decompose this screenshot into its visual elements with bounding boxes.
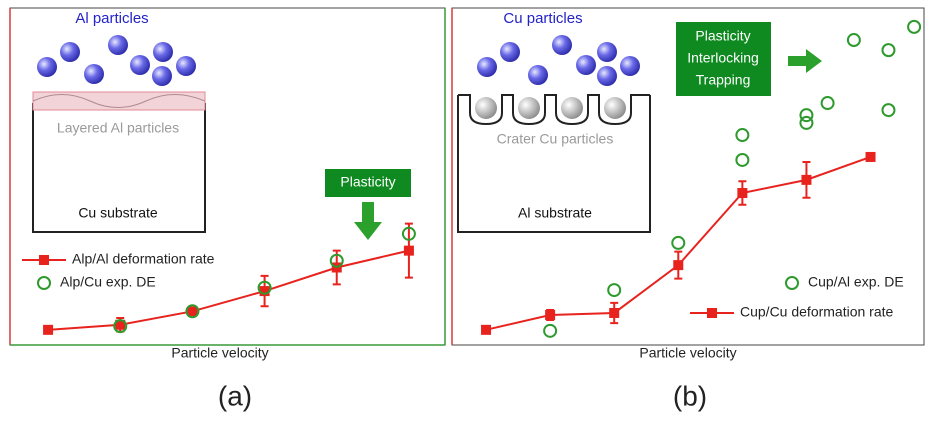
data-point	[846, 33, 861, 48]
craters	[475, 97, 626, 119]
legend-marker	[785, 276, 799, 290]
data-point	[403, 245, 414, 256]
mechanism-label: Trapping	[696, 72, 751, 88]
mechanism-lines: Plasticity Interlocking Trapping	[687, 28, 759, 88]
data-point	[545, 310, 556, 321]
data-point	[737, 188, 748, 199]
legend-label: Alp/Al deformation rate	[72, 251, 215, 267]
mechanism-label: Plasticity	[695, 28, 750, 44]
data-point	[187, 306, 198, 317]
particles-label: Cu particles	[503, 10, 582, 27]
legend-label: Cup/Cu deformation rate	[740, 304, 894, 320]
data-point	[43, 324, 54, 335]
data-point	[735, 128, 750, 143]
legend-label: Alp/Cu exp. DE	[60, 274, 156, 290]
data-point	[671, 235, 686, 250]
x-axis-label: Particle velocity	[171, 345, 268, 361]
data-point	[257, 280, 272, 295]
data-point	[481, 324, 492, 335]
substrate-label: Cu substrate	[78, 205, 158, 221]
data-point	[673, 260, 684, 271]
panel-label: (a)	[218, 380, 252, 411]
layer-line	[32, 94, 206, 108]
substrate-label: Al substrate	[518, 205, 592, 221]
substrate	[32, 103, 206, 233]
data-point	[801, 174, 812, 185]
data-point	[820, 96, 835, 111]
layer-label: Layered Al particles	[57, 120, 179, 136]
substrate	[457, 94, 651, 233]
legend-marker	[707, 308, 717, 318]
arrow	[354, 202, 382, 240]
data-point	[799, 115, 814, 130]
spheres	[477, 35, 640, 86]
mechanism-box	[676, 22, 771, 96]
data-point	[329, 253, 344, 268]
data-point	[401, 226, 416, 241]
data-point	[115, 319, 126, 330]
data-point	[259, 286, 270, 297]
spheres	[37, 35, 196, 86]
data-point	[907, 19, 922, 34]
data-point	[607, 283, 622, 298]
data-point	[609, 307, 620, 318]
legend-marker	[37, 276, 51, 290]
data-point	[865, 151, 876, 162]
mechanism-label: Interlocking	[687, 50, 759, 66]
legend-label: Cup/Al exp. DE	[808, 274, 904, 290]
data-point	[113, 319, 128, 334]
data-point	[735, 152, 750, 167]
data-point	[881, 43, 896, 58]
layer-label: Crater Cu particles	[497, 131, 614, 147]
particles-label: Al particles	[75, 10, 148, 27]
x-axis-label: Particle velocity	[639, 345, 736, 361]
legend-marker	[39, 255, 49, 265]
arrow	[788, 49, 822, 73]
mechanism-box	[325, 169, 411, 197]
data-point	[543, 323, 558, 338]
data-point	[799, 108, 814, 123]
mechanism-label: Plasticity	[340, 174, 395, 190]
series-line	[48, 249, 410, 331]
data-point	[881, 103, 896, 118]
panel-label: (b)	[673, 380, 707, 411]
data-point	[185, 304, 200, 319]
